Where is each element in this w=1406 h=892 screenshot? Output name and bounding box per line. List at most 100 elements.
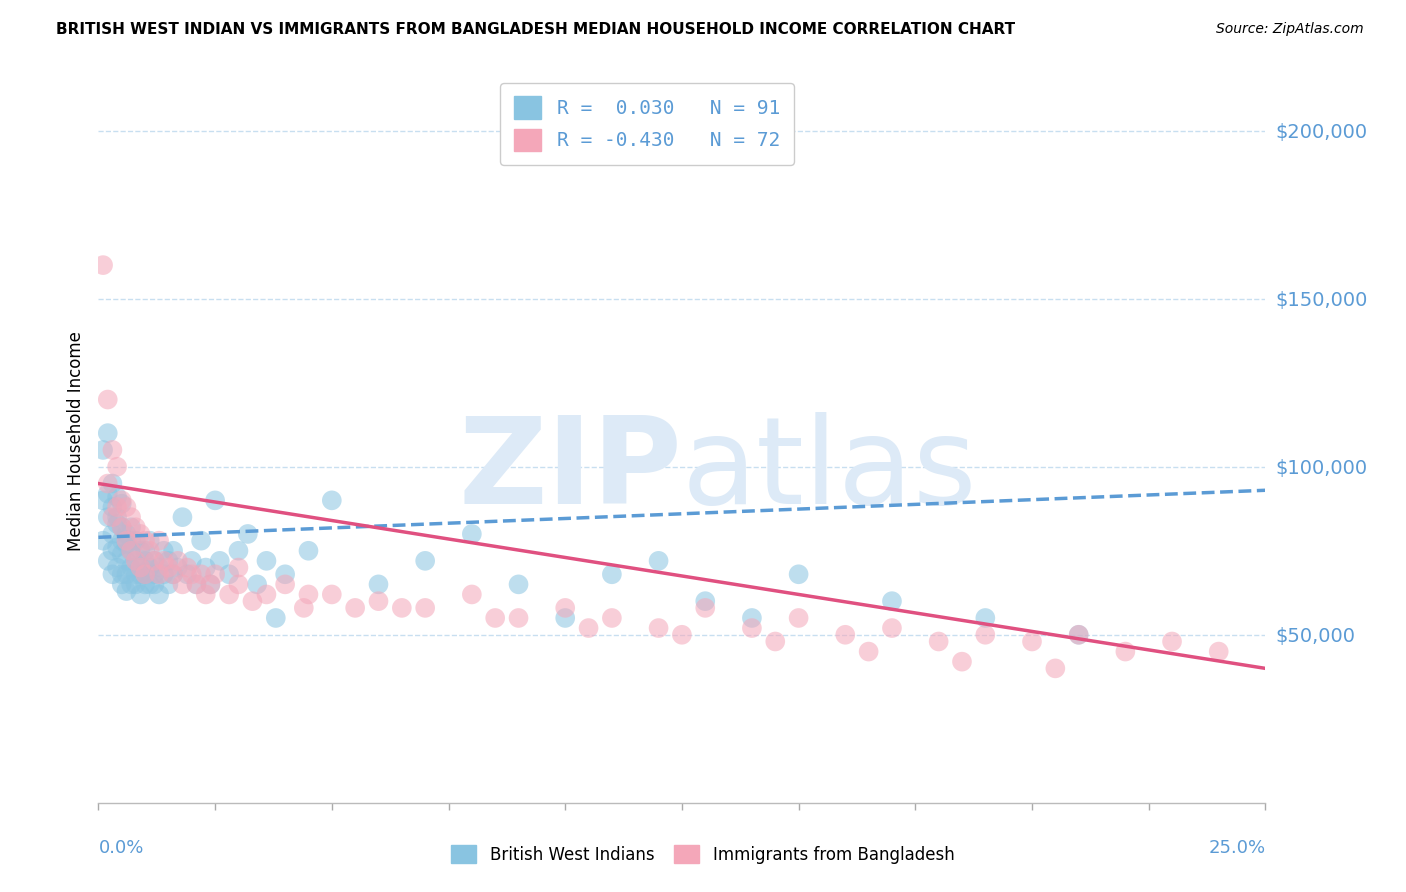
Point <box>91 493 114 508</box>
Point <box>111 520 134 534</box>
Point <box>264 611 287 625</box>
Point <box>928 634 950 648</box>
Point <box>152 567 174 582</box>
Point <box>139 577 162 591</box>
Point <box>508 577 530 591</box>
Point <box>172 510 194 524</box>
Point <box>111 497 134 511</box>
Point <box>101 500 124 514</box>
Point <box>200 577 222 591</box>
Text: atlas: atlas <box>682 412 977 529</box>
Point <box>461 527 484 541</box>
Point <box>115 554 138 568</box>
Point <box>695 594 717 608</box>
Point <box>148 533 170 548</box>
Point <box>115 500 138 514</box>
Point <box>741 611 763 625</box>
Point <box>1114 644 1136 658</box>
Point <box>246 577 269 591</box>
Point <box>176 560 198 574</box>
Point <box>484 611 506 625</box>
Point <box>143 554 166 568</box>
Point <box>139 560 162 574</box>
Point <box>143 577 166 591</box>
Point <box>143 554 166 568</box>
Point <box>97 426 120 441</box>
Point <box>208 554 231 568</box>
Point <box>105 510 128 524</box>
Point <box>157 560 180 574</box>
Point <box>554 611 576 625</box>
Point <box>162 567 184 582</box>
Point <box>115 567 138 582</box>
Point <box>974 628 997 642</box>
Point <box>763 634 786 648</box>
Point <box>256 554 278 568</box>
Point <box>166 560 188 574</box>
Point <box>190 567 212 582</box>
Point <box>1208 644 1230 658</box>
Point <box>111 493 134 508</box>
Point <box>1161 634 1184 648</box>
Point <box>97 476 120 491</box>
Point <box>101 543 124 558</box>
Text: BRITISH WEST INDIAN VS IMMIGRANTS FROM BANGLADESH MEDIAN HOUSEHOLD INCOME CORREL: BRITISH WEST INDIAN VS IMMIGRANTS FROM B… <box>56 22 1015 37</box>
Point <box>180 554 202 568</box>
Point <box>115 533 138 548</box>
Point <box>218 587 240 601</box>
Point <box>1021 634 1043 648</box>
Point <box>180 567 202 582</box>
Point <box>129 560 152 574</box>
Point <box>321 493 343 508</box>
Point <box>787 611 810 625</box>
Point <box>242 594 264 608</box>
Point <box>134 533 156 548</box>
Point <box>391 600 413 615</box>
Point <box>105 516 128 531</box>
Point <box>554 600 576 615</box>
Point <box>194 587 217 601</box>
Point <box>787 567 810 582</box>
Point <box>974 611 997 625</box>
Point <box>134 567 156 582</box>
Point <box>125 533 148 548</box>
Point <box>105 500 128 514</box>
Point <box>172 577 194 591</box>
Point <box>157 554 180 568</box>
Point <box>105 490 128 504</box>
Point <box>228 577 250 591</box>
Point <box>367 594 389 608</box>
Point <box>134 543 156 558</box>
Point <box>508 611 530 625</box>
Text: 0.0%: 0.0% <box>98 838 143 857</box>
Point <box>162 543 184 558</box>
Point <box>600 611 623 625</box>
Point <box>105 459 128 474</box>
Point <box>111 520 134 534</box>
Point <box>125 554 148 568</box>
Point <box>204 567 226 582</box>
Point <box>120 510 142 524</box>
Point <box>152 543 174 558</box>
Point <box>129 560 152 574</box>
Point <box>125 520 148 534</box>
Point <box>274 567 297 582</box>
Point <box>91 533 114 548</box>
Point <box>1067 628 1090 642</box>
Point <box>120 543 142 558</box>
Point <box>134 577 156 591</box>
Point <box>152 554 174 568</box>
Point <box>647 554 669 568</box>
Point <box>578 621 600 635</box>
Legend: R =  0.030   N = 91, R = -0.430   N = 72: R = 0.030 N = 91, R = -0.430 N = 72 <box>501 83 793 165</box>
Point <box>256 587 278 601</box>
Point <box>129 543 152 558</box>
Point <box>297 543 319 558</box>
Text: Source: ZipAtlas.com: Source: ZipAtlas.com <box>1216 22 1364 37</box>
Point <box>91 442 114 457</box>
Text: ZIP: ZIP <box>458 412 682 529</box>
Point <box>297 587 319 601</box>
Point <box>111 547 134 561</box>
Point <box>344 600 367 615</box>
Point <box>321 587 343 601</box>
